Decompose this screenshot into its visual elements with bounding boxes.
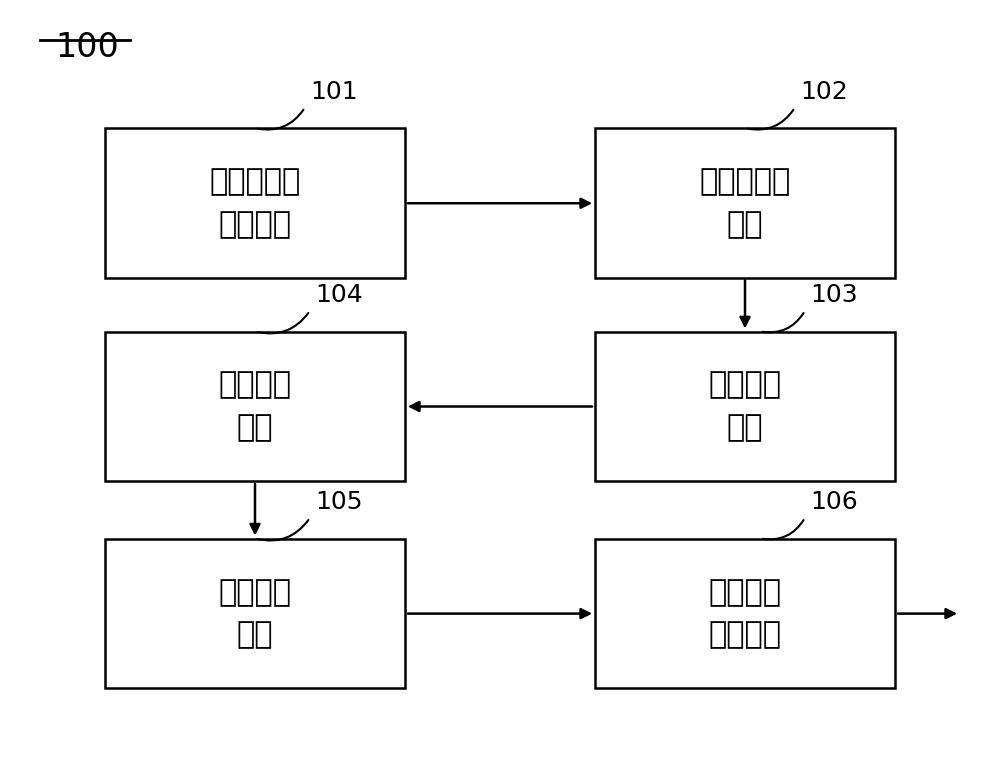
Bar (595, 538, 895, 689)
Text: 判读结果
输出单元: 判读结果 输出单元 (708, 578, 782, 650)
Text: 105: 105 (315, 490, 362, 514)
Text: 特征萌取
单元: 特征萌取 单元 (218, 370, 292, 443)
Text: 102: 102 (800, 80, 848, 104)
Bar (105, 128, 405, 278)
Text: 100: 100 (55, 31, 119, 64)
Text: 频段筛选
单元: 频段筛选 单元 (708, 370, 782, 443)
Bar (105, 538, 405, 689)
Text: 106: 106 (810, 490, 858, 514)
Bar (105, 332, 405, 482)
Text: 机器学习
单元: 机器学习 单元 (218, 578, 292, 650)
Text: 脑电图信号
测量单元: 脑电图信号 测量单元 (209, 167, 301, 239)
Bar (595, 128, 895, 278)
Bar (595, 332, 895, 482)
Text: 信号前处理
单元: 信号前处理 单元 (699, 167, 791, 239)
Text: 101: 101 (310, 80, 358, 104)
Text: 103: 103 (810, 283, 858, 307)
Text: 104: 104 (315, 283, 363, 307)
